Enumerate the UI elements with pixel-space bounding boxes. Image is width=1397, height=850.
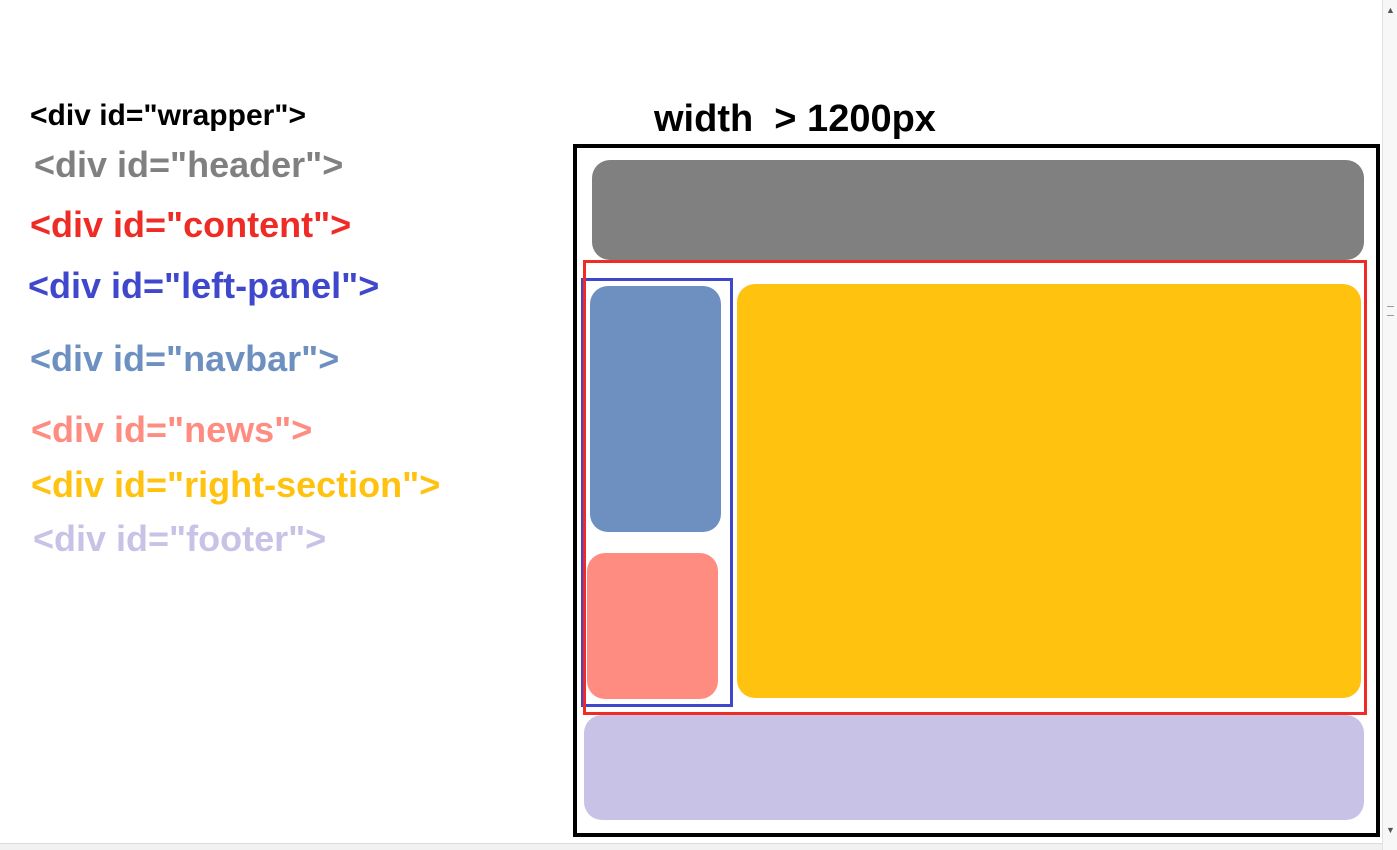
legend-navbar: <div id="navbar">	[30, 338, 340, 379]
scrollbar-grip-icon[interactable]	[1387, 306, 1394, 316]
legend-right-section: <div id="right-section">	[31, 464, 441, 505]
content-box	[583, 260, 1367, 715]
news-box	[587, 553, 718, 699]
legend-header: <div id="header">	[34, 144, 344, 185]
header-box	[592, 160, 1364, 260]
scroll-down-arrow-icon[interactable]: ▼	[1386, 825, 1395, 835]
legend-content: <div id="content">	[30, 204, 352, 245]
right-section-box	[737, 284, 1361, 698]
footer-box	[584, 715, 1364, 820]
wrapper-box	[573, 144, 1380, 837]
horizontal-scrollbar[interactable]	[0, 843, 1382, 850]
vertical-scrollbar[interactable]	[1382, 0, 1397, 850]
legend-news: <div id="news">	[31, 409, 313, 450]
legend-wrapper: <div id="wrapper">	[30, 99, 307, 132]
left-panel-box	[581, 278, 733, 707]
scroll-up-arrow-icon[interactable]: ▲	[1386, 5, 1395, 15]
legend-footer: <div id="footer">	[33, 518, 327, 559]
legend-left-panel: <div id="left-panel">	[28, 265, 380, 306]
navbar-box	[590, 286, 721, 532]
width-label: width > 1200px	[654, 98, 936, 140]
